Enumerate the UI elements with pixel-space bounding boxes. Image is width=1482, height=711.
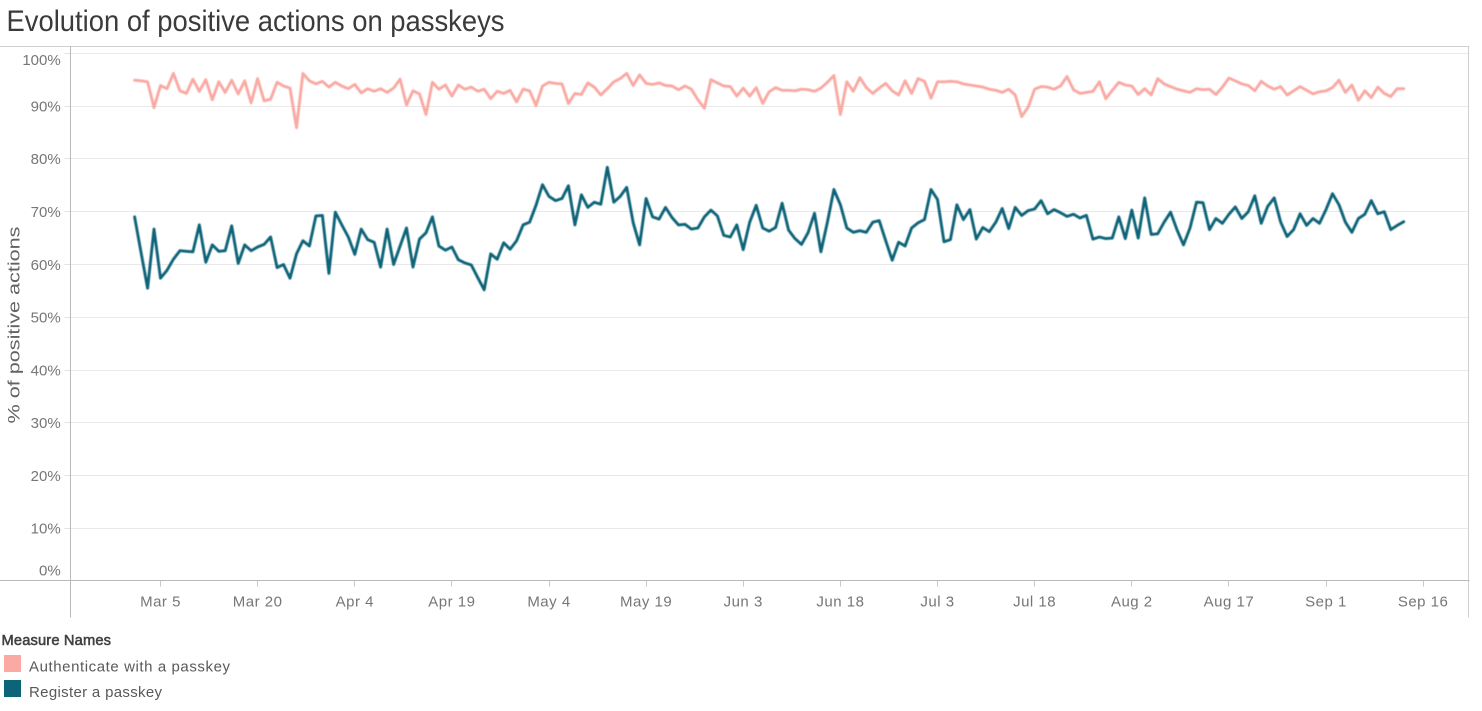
svg-text:20%: 20% (31, 468, 61, 485)
svg-text:60%: 60% (31, 257, 61, 274)
svg-text:Aug 2: Aug 2 (1111, 593, 1153, 610)
svg-text:Measure Names: Measure Names (2, 633, 112, 649)
svg-text:0%: 0% (39, 563, 61, 580)
svg-text:% of positive actions: % of positive actions (6, 227, 24, 424)
svg-text:Jun 18: Jun 18 (816, 593, 864, 610)
svg-text:Sep 16: Sep 16 (1398, 593, 1449, 610)
svg-text:Apr 4: Apr 4 (336, 593, 374, 610)
svg-text:90%: 90% (31, 98, 61, 115)
svg-text:Mar 5: Mar 5 (140, 593, 181, 610)
svg-text:Jun 3: Jun 3 (724, 593, 763, 610)
svg-text:Register a passkey: Register a passkey (29, 684, 163, 701)
svg-text:May 19: May 19 (620, 593, 672, 610)
svg-text:10%: 10% (31, 521, 61, 538)
svg-text:70%: 70% (31, 204, 61, 221)
svg-text:Jul 3: Jul 3 (920, 593, 954, 610)
svg-text:50%: 50% (31, 310, 61, 327)
svg-text:80%: 80% (31, 151, 61, 168)
svg-text:Mar 20: Mar 20 (233, 593, 283, 610)
svg-text:May 4: May 4 (527, 593, 570, 610)
svg-text:Evolution of positive actions: Evolution of positive actions on passkey… (7, 5, 505, 38)
svg-text:Sep 1: Sep 1 (1305, 593, 1347, 610)
svg-text:Aug 17: Aug 17 (1204, 593, 1255, 610)
svg-text:30%: 30% (31, 415, 61, 432)
svg-text:Jul 18: Jul 18 (1013, 593, 1056, 610)
svg-text:40%: 40% (31, 362, 61, 379)
svg-text:Apr 19: Apr 19 (428, 593, 475, 610)
svg-text:100%: 100% (22, 52, 60, 69)
svg-text:Authenticate with a passkey: Authenticate with a passkey (29, 658, 231, 675)
